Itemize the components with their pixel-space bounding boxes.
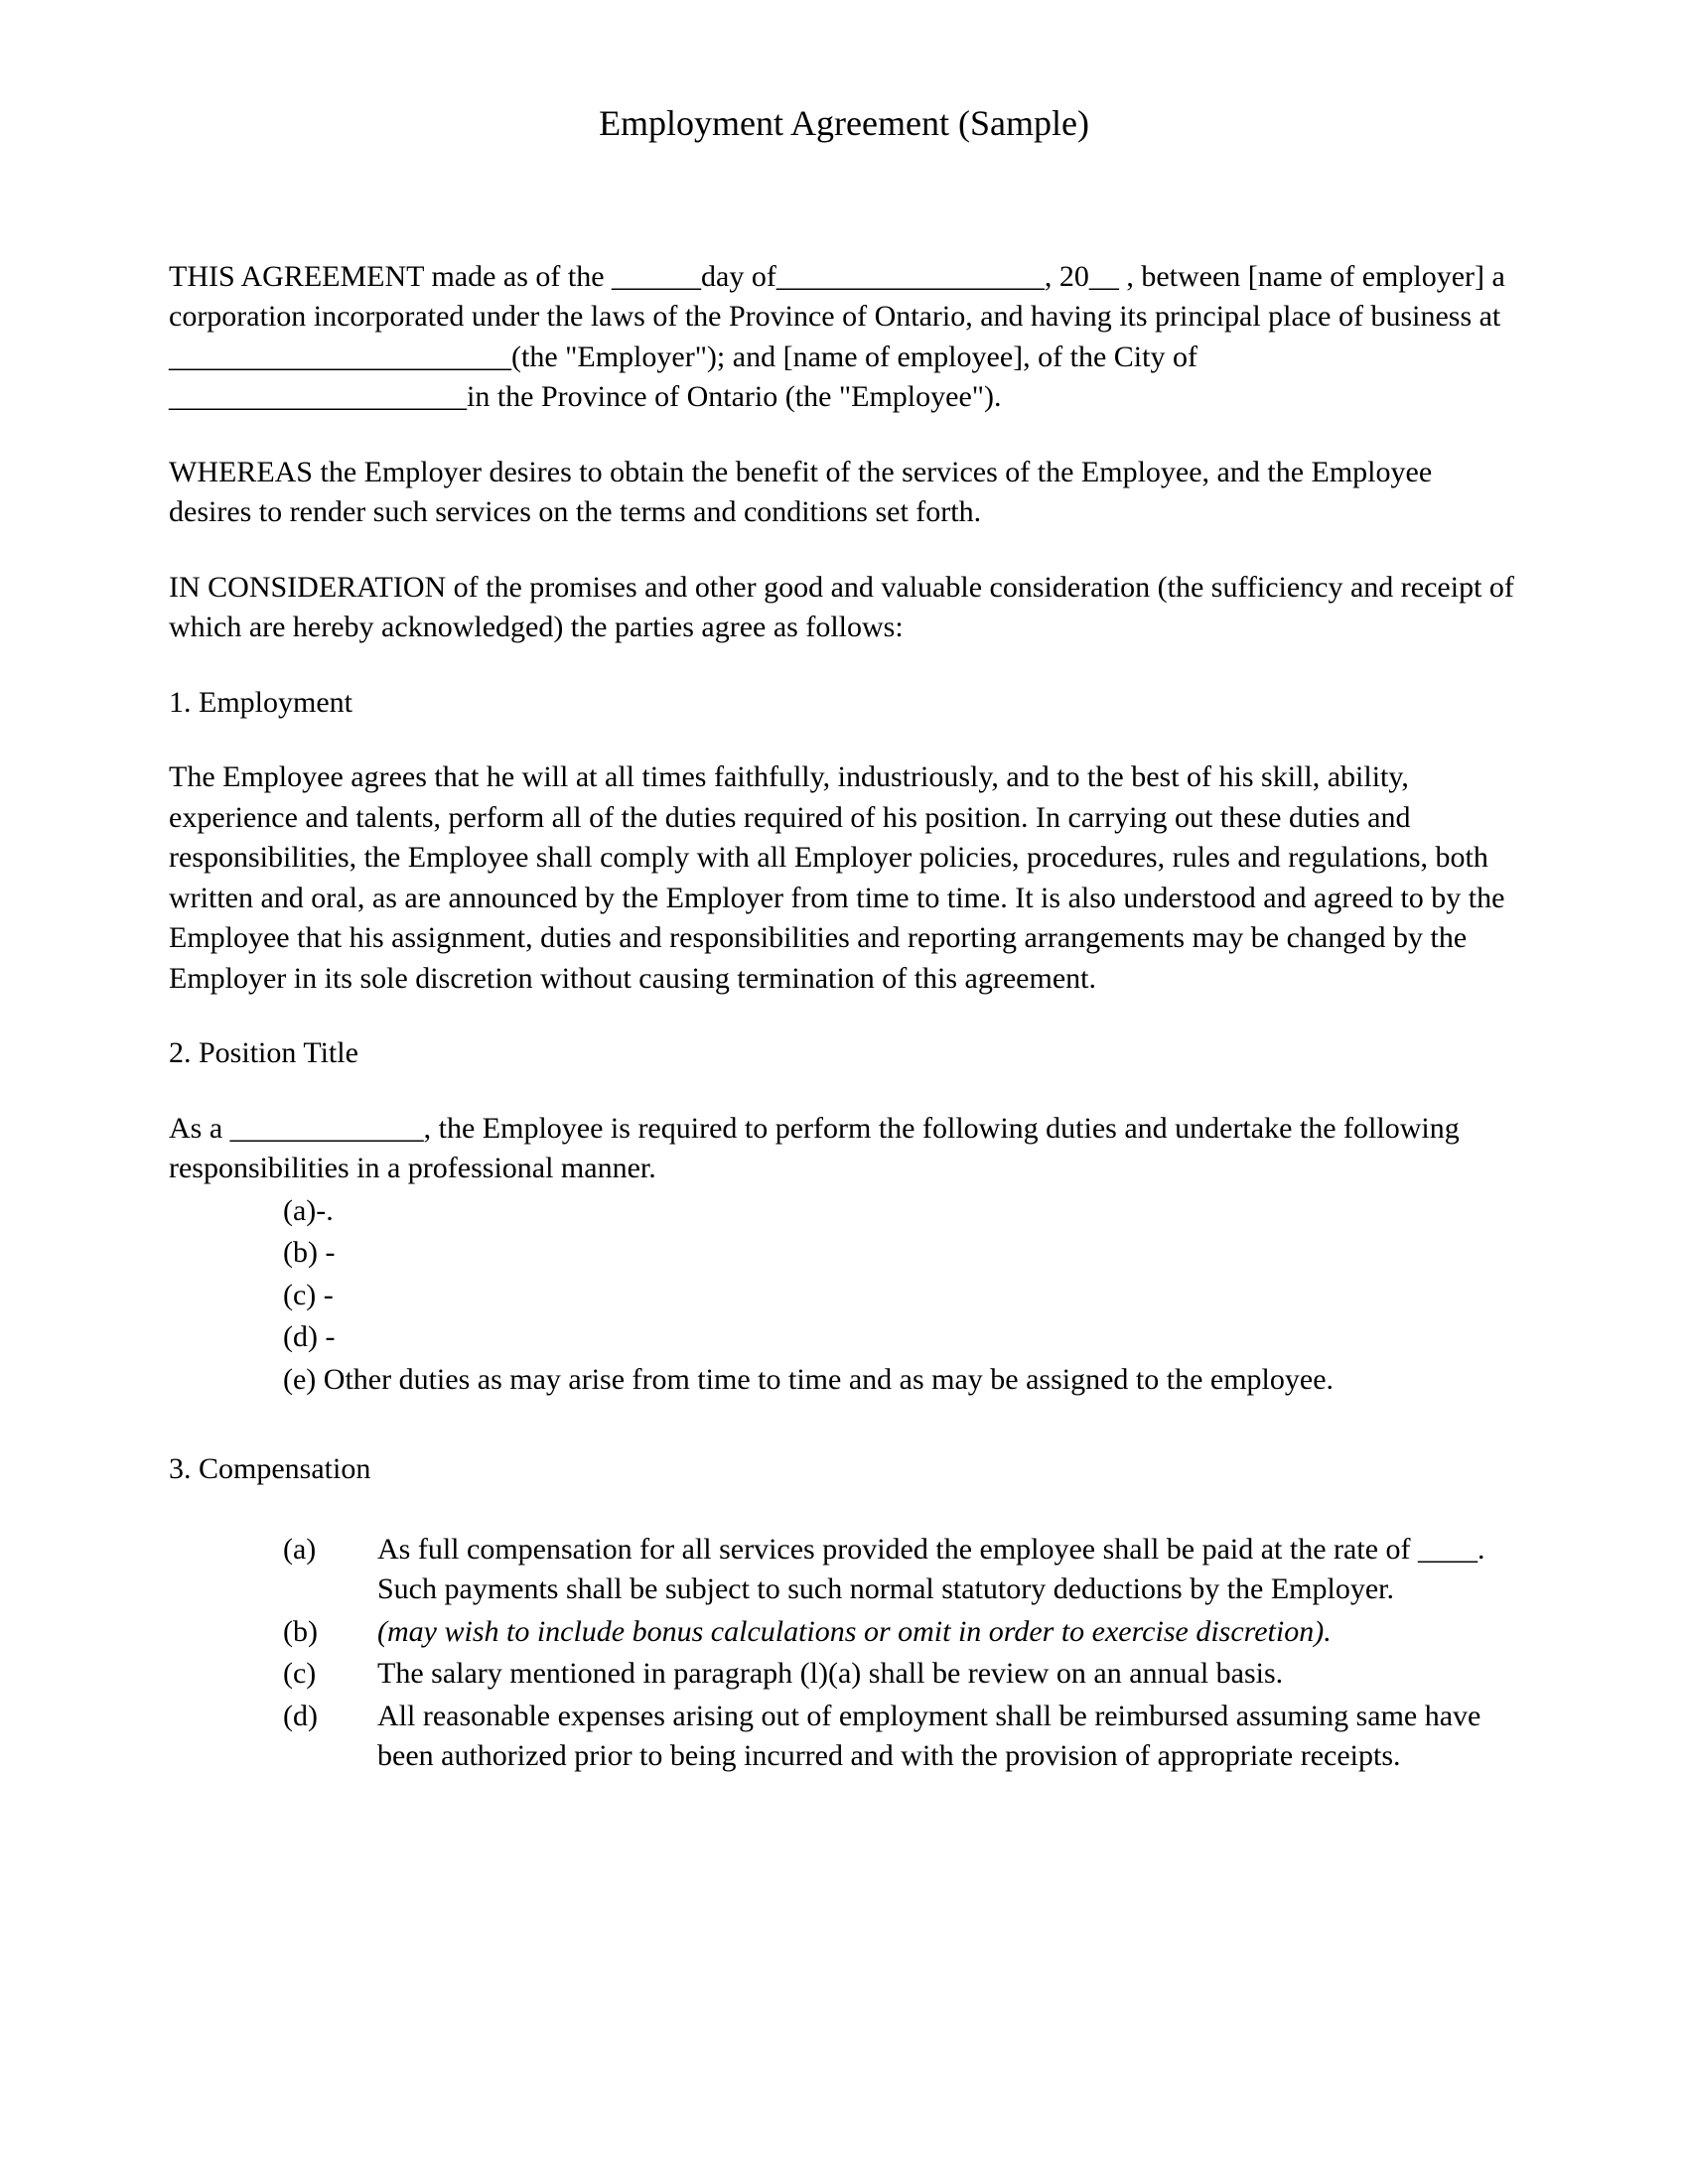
comp-item: (c) The salary mentioned in paragraph (l… xyxy=(283,1654,1519,1695)
comp-text: The salary mentioned in paragraph (l)(a)… xyxy=(377,1654,1519,1695)
comp-item: (a) As full compensation for all service… xyxy=(283,1530,1519,1610)
list-item: (a)-. xyxy=(283,1191,1519,1232)
comp-text: As full compensation for all services pr… xyxy=(377,1530,1519,1610)
consideration-paragraph: IN CONSIDERATION of the promises and oth… xyxy=(169,568,1519,648)
comp-label: (b) xyxy=(283,1612,377,1653)
section-2-heading: 2. Position Title xyxy=(169,1033,1519,1074)
section-2-list: (a)-. (b) - (c) - (d) - (e) Other duties… xyxy=(169,1191,1519,1401)
comp-text: All reasonable expenses arising out of e… xyxy=(377,1697,1519,1777)
section-2-body: As a _____________, the Employee is requ… xyxy=(169,1109,1519,1189)
comp-text: (may wish to include bonus calculations … xyxy=(377,1612,1519,1653)
section-1-heading: 1. Employment xyxy=(169,683,1519,724)
comp-label: (c) xyxy=(283,1654,377,1695)
section-3-heading: 3. Compensation xyxy=(169,1449,1519,1490)
intro-paragraph: THIS AGREEMENT made as of the ______day … xyxy=(169,257,1519,418)
comp-label: (a) xyxy=(283,1530,377,1610)
list-item: (d) - xyxy=(283,1317,1519,1358)
list-item: (c) - xyxy=(283,1276,1519,1316)
list-item: (e) Other duties as may arise from time … xyxy=(283,1360,1519,1401)
whereas-paragraph: WHEREAS the Employer desires to obtain t… xyxy=(169,453,1519,533)
comp-item: (b) (may wish to include bonus calculati… xyxy=(283,1612,1519,1653)
section-3-list: (a) As full compensation for all service… xyxy=(169,1530,1519,1777)
list-item: (b) - xyxy=(283,1233,1519,1274)
comp-label: (d) xyxy=(283,1697,377,1777)
section-1-body: The Employee agrees that he will at all … xyxy=(169,757,1519,999)
document-title: Employment Agreement (Sample) xyxy=(169,99,1519,148)
comp-item: (d) All reasonable expenses arising out … xyxy=(283,1697,1519,1777)
